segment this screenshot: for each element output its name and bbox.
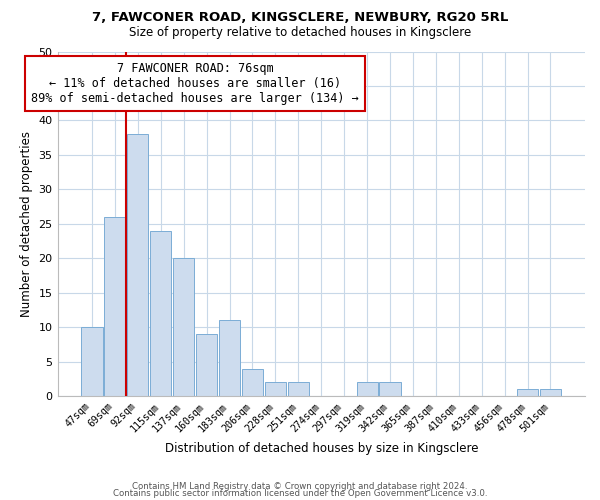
Bar bbox=[265, 382, 286, 396]
Text: Contains HM Land Registry data © Crown copyright and database right 2024.: Contains HM Land Registry data © Crown c… bbox=[132, 482, 468, 491]
Bar bbox=[540, 390, 561, 396]
Bar bbox=[127, 134, 148, 396]
Text: 7 FAWCONER ROAD: 76sqm
← 11% of detached houses are smaller (16)
89% of semi-det: 7 FAWCONER ROAD: 76sqm ← 11% of detached… bbox=[31, 62, 359, 105]
Bar bbox=[242, 368, 263, 396]
Bar bbox=[82, 328, 103, 396]
Text: 7, FAWCONER ROAD, KINGSCLERE, NEWBURY, RG20 5RL: 7, FAWCONER ROAD, KINGSCLERE, NEWBURY, R… bbox=[92, 11, 508, 24]
Bar bbox=[517, 390, 538, 396]
Y-axis label: Number of detached properties: Number of detached properties bbox=[20, 131, 33, 317]
X-axis label: Distribution of detached houses by size in Kingsclere: Distribution of detached houses by size … bbox=[164, 442, 478, 455]
Bar bbox=[150, 231, 172, 396]
Text: Size of property relative to detached houses in Kingsclere: Size of property relative to detached ho… bbox=[129, 26, 471, 39]
Bar bbox=[379, 382, 401, 396]
Bar bbox=[356, 382, 377, 396]
Bar bbox=[196, 334, 217, 396]
Text: Contains public sector information licensed under the Open Government Licence v3: Contains public sector information licen… bbox=[113, 490, 487, 498]
Bar bbox=[173, 258, 194, 396]
Bar bbox=[288, 382, 309, 396]
Bar bbox=[104, 217, 125, 396]
Bar bbox=[219, 320, 240, 396]
